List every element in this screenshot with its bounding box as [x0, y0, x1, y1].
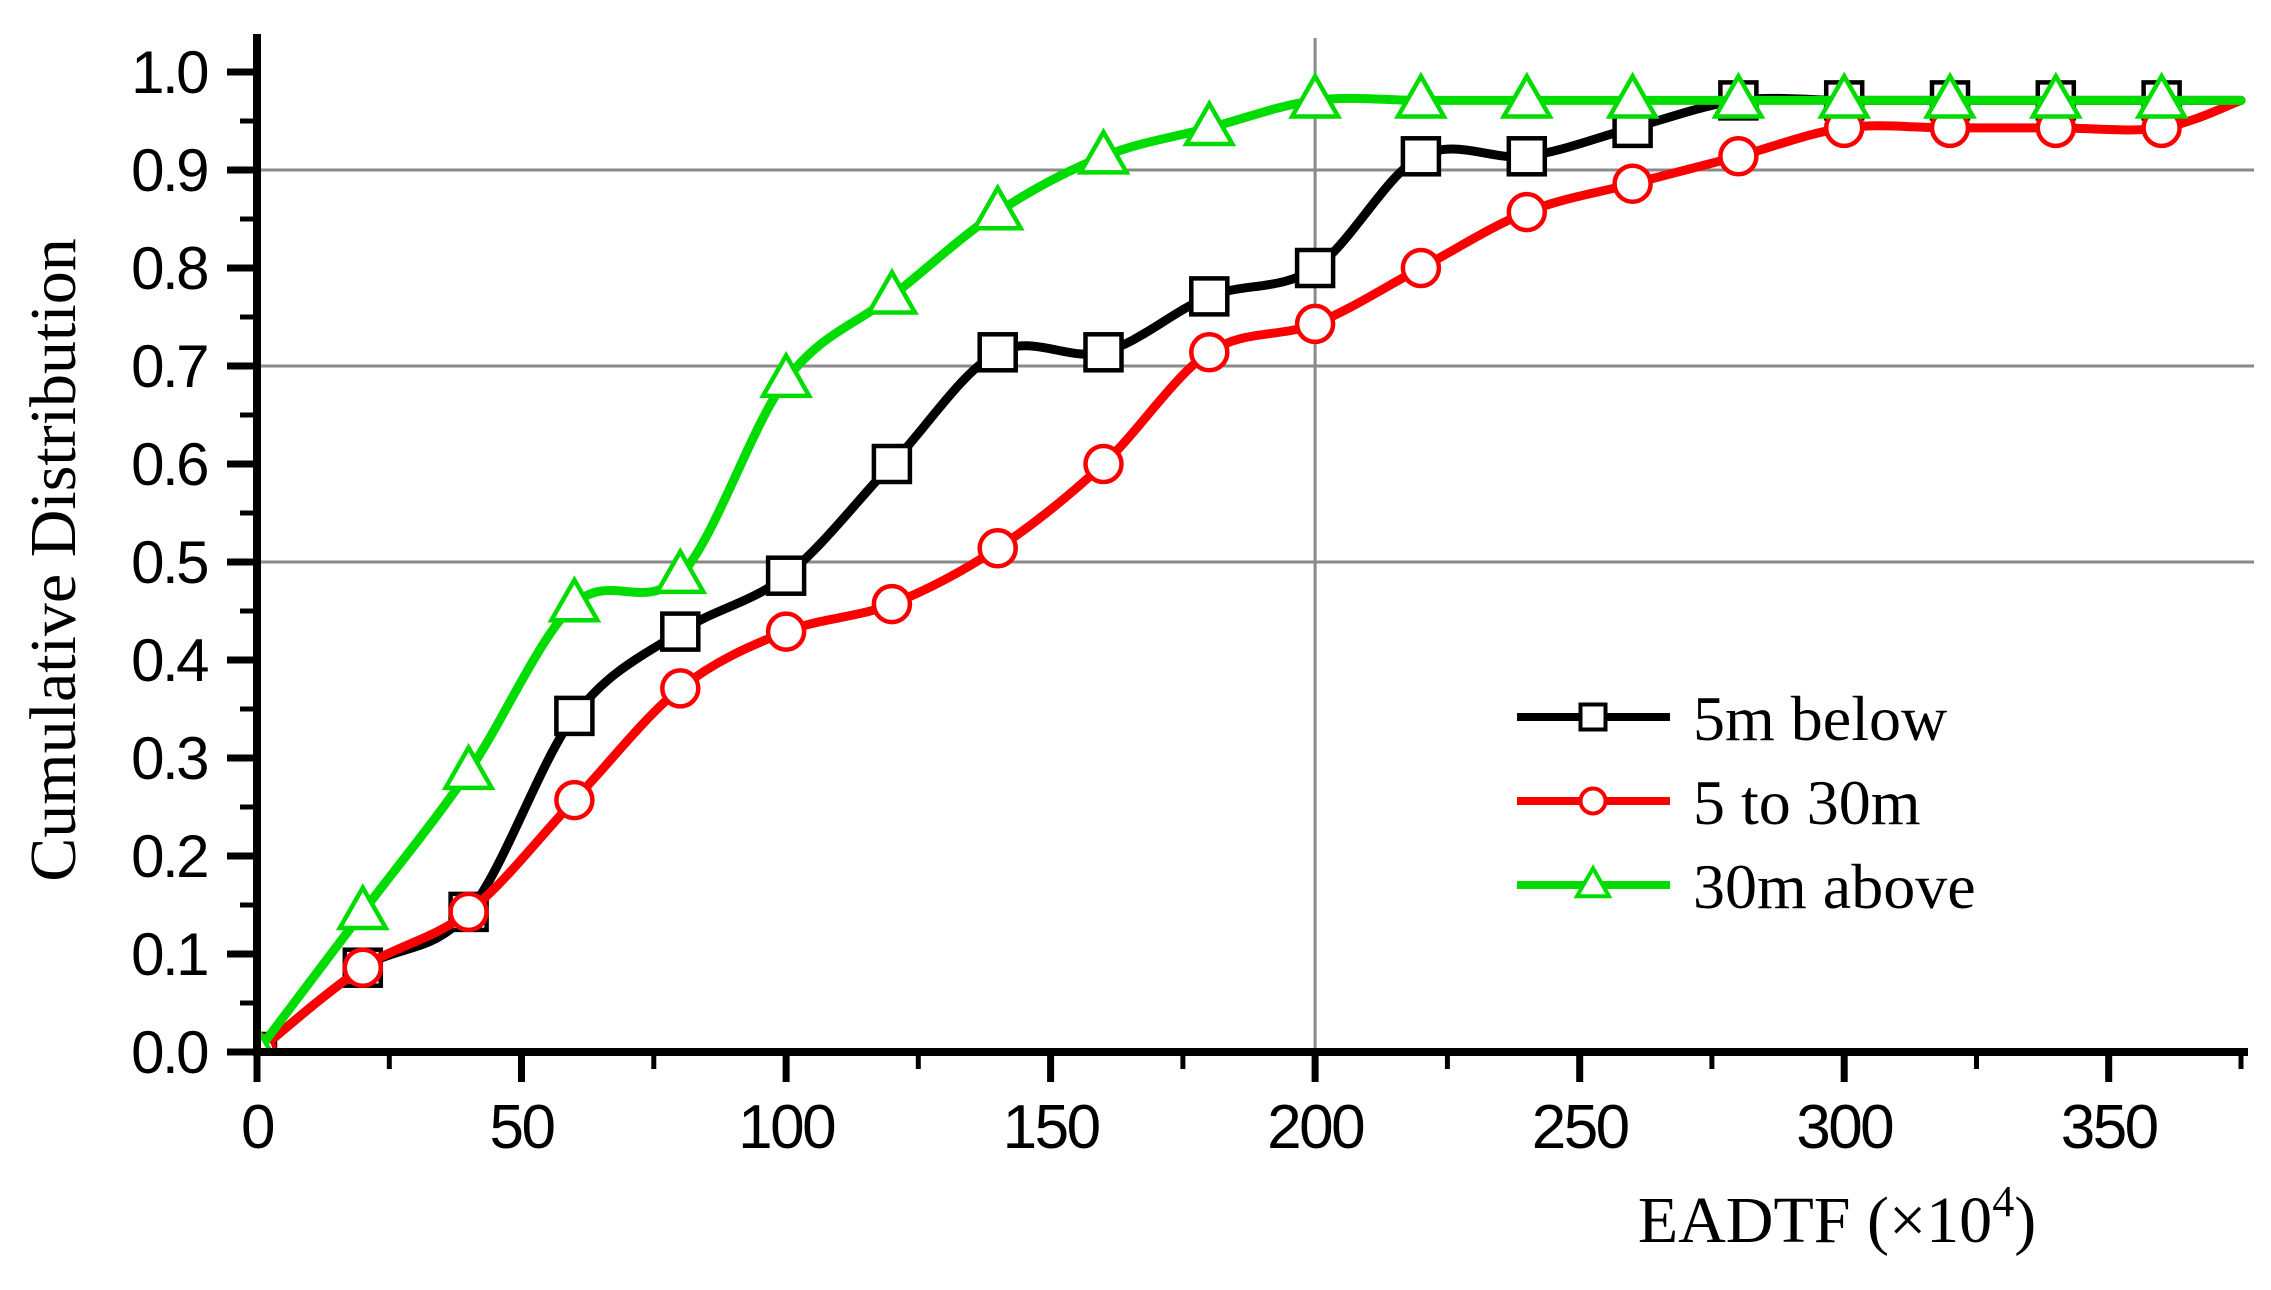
x-tick-label-300: 300	[1796, 1093, 1893, 1162]
legend: 5m below 5 to 30m 30m above	[1517, 683, 1976, 922]
axes	[227, 34, 2248, 1082]
legend-item-5-to-30m: 5 to 30m	[1517, 767, 1921, 838]
circle-marker	[1400, 247, 1442, 289]
legend-label: 5m below	[1693, 683, 1947, 754]
x-tick-label-150: 150	[1003, 1093, 1100, 1162]
circle-marker	[1189, 332, 1230, 373]
legend-label: 30m above	[1693, 851, 1976, 922]
triangle-marker	[970, 183, 1025, 231]
triangle-marker	[2028, 71, 2083, 119]
y-tick-label-1.0: 1.0	[131, 39, 208, 106]
x-tick-label-200: 200	[1267, 1093, 1364, 1162]
triangle-marker	[1182, 99, 1237, 147]
gridlines	[257, 38, 2254, 1052]
circle-marker	[977, 528, 1018, 569]
triangle-marker	[547, 575, 602, 623]
y-tick-label-0.3: 0.3	[131, 725, 207, 792]
y-tick-label-0.4: 0.4	[131, 627, 208, 694]
square-marker	[1400, 136, 1442, 177]
x-tick-label-0: 0	[241, 1093, 274, 1162]
square-marker	[1189, 276, 1230, 317]
y-axis-title: Cumulative Distribution	[17, 238, 90, 881]
y-tick-label-0.2: 0.2	[131, 823, 207, 890]
tick-labels: 0 50 100 150 200 250 300 350 0.0 0.1 0.2 0.3 0.4 0.5 0…	[131, 39, 2160, 1162]
circle-marker	[1718, 136, 1759, 177]
triangle-marker	[759, 350, 814, 399]
circle-marker	[1294, 303, 1336, 345]
series-markers-5-to-30m	[257, 107, 2182, 1056]
triangle-marker	[2134, 71, 2189, 119]
triangle-marker	[1605, 71, 1660, 119]
circle-marker	[448, 891, 489, 933]
y-tick-label-0.8: 0.8	[131, 235, 207, 302]
triangle-marker	[1393, 71, 1448, 119]
series-line-30m-above	[257, 93, 2246, 1056]
y-tick-label-0.7: 0.7	[131, 333, 207, 400]
legend-label: 5 to 30m	[1693, 767, 1921, 838]
circle-marker	[554, 779, 595, 821]
square-marker	[977, 332, 1018, 373]
triangle-marker	[335, 883, 390, 931]
circle-marker	[871, 583, 913, 625]
circle-marker	[1083, 443, 1124, 485]
square-marker	[1083, 332, 1124, 373]
legend-item-30m-above: 30m above	[1517, 851, 1976, 922]
circle-marker	[1578, 786, 1608, 816]
triangle-marker	[1573, 864, 1613, 899]
circle-marker	[660, 668, 701, 709]
triangle-marker	[1288, 71, 1343, 119]
x-tick-label-100: 100	[738, 1093, 835, 1162]
triangle-marker	[864, 267, 919, 315]
y-tick-label-0.1: 0.1	[131, 921, 207, 988]
square-marker	[765, 555, 807, 596]
square-marker	[554, 695, 595, 737]
square-marker	[1578, 702, 1608, 732]
circle-marker	[1612, 163, 1653, 204]
triangle-marker	[1499, 71, 1554, 119]
x-axis-title: EADTF (×104)	[1638, 1177, 2036, 1257]
y-tick-label-0.9: 0.9	[131, 137, 207, 204]
x-tick-label-350: 350	[2061, 1093, 2158, 1162]
y-tick-label-0.6: 0.6	[131, 431, 207, 498]
circle-marker	[765, 611, 807, 652]
triangle-marker	[1817, 71, 1872, 119]
circle-marker	[342, 947, 384, 988]
x-tick-label-50: 50	[490, 1093, 555, 1162]
square-marker	[1506, 136, 1548, 177]
circle-marker	[1506, 191, 1548, 233]
triangle-marker	[653, 546, 708, 595]
square-marker	[871, 443, 913, 485]
series-layer	[257, 71, 2246, 1056]
triangle-marker	[1711, 71, 1766, 119]
y-tick-label-0.5: 0.5	[131, 529, 207, 596]
x-tick-label-250: 250	[1532, 1093, 1629, 1162]
y-tick-label-0.0: 0.0	[131, 1019, 208, 1086]
triangle-marker	[1923, 71, 1977, 119]
square-marker	[660, 611, 701, 652]
triangle-marker	[1076, 127, 1131, 175]
square-marker	[1294, 247, 1336, 289]
legend-item-5m-below: 5m below	[1517, 683, 1947, 754]
triangle-marker	[441, 742, 496, 791]
